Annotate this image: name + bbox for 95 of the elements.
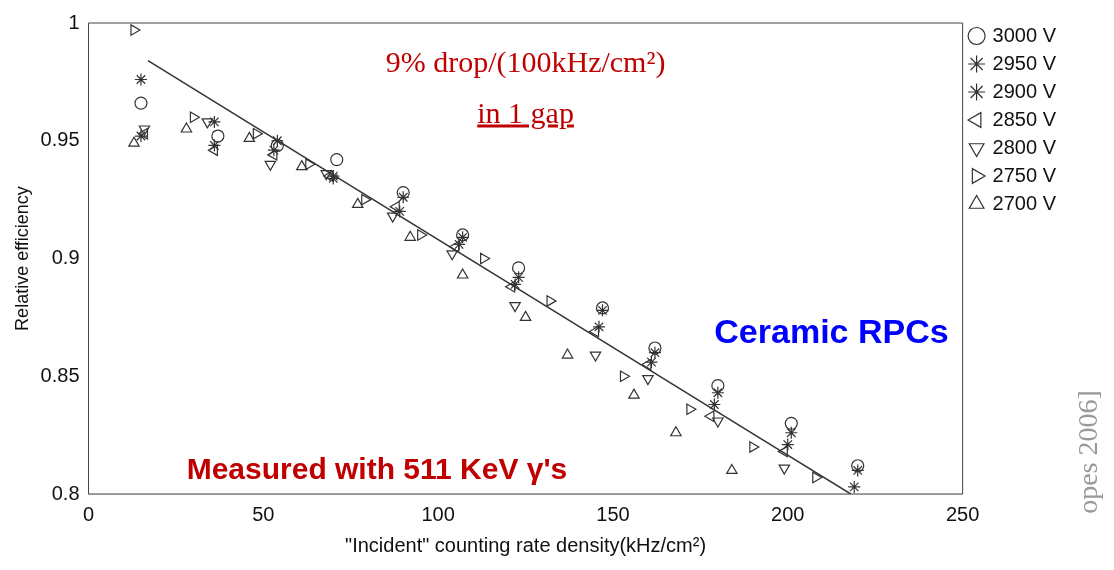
point xyxy=(130,24,141,36)
point xyxy=(270,134,284,148)
x-tick-label: 250 xyxy=(945,502,980,525)
point xyxy=(812,471,823,484)
legend-label: 2950 V xyxy=(992,51,1057,74)
point xyxy=(712,417,724,428)
point xyxy=(207,115,221,129)
point xyxy=(361,193,372,206)
annotation: Ceramic RPCs xyxy=(714,311,949,351)
point xyxy=(417,229,428,241)
x-tick-label: 100 xyxy=(421,502,455,525)
point xyxy=(686,403,697,416)
point xyxy=(711,379,725,393)
point xyxy=(393,204,407,218)
point xyxy=(749,441,760,453)
point xyxy=(644,355,659,369)
point xyxy=(446,250,458,261)
y-tick-label: 0.9 xyxy=(51,246,80,269)
point xyxy=(207,138,221,153)
x-tick-label: 200 xyxy=(771,502,805,525)
point xyxy=(648,341,662,355)
point xyxy=(707,397,721,412)
y-tick-label: 0.8 xyxy=(51,481,80,504)
point xyxy=(784,426,798,440)
point xyxy=(128,136,140,147)
y-tick-label: 0.85 xyxy=(40,363,80,386)
point xyxy=(704,410,715,423)
y-tick-label: 0.95 xyxy=(40,128,80,151)
point xyxy=(305,158,316,171)
legend-label: 2800 V xyxy=(992,135,1057,158)
point xyxy=(252,127,263,140)
point xyxy=(404,230,416,241)
point xyxy=(648,346,662,360)
point xyxy=(561,348,574,359)
point xyxy=(777,445,788,458)
legend-label: 2750 V xyxy=(992,163,1057,186)
point xyxy=(778,464,791,475)
point xyxy=(784,416,798,430)
legend-label: 2900 V xyxy=(992,79,1057,102)
point xyxy=(641,358,652,371)
point xyxy=(207,144,218,156)
point xyxy=(267,149,278,161)
x-tick-label: 50 xyxy=(252,502,275,525)
text: opes 2006] xyxy=(1072,390,1104,514)
x-tick-label: 150 xyxy=(596,502,630,525)
point xyxy=(781,437,795,452)
x-tick-label: 0 xyxy=(82,502,95,525)
point xyxy=(851,459,865,473)
point xyxy=(456,268,469,279)
point xyxy=(396,190,410,204)
legend-label: 3000 V xyxy=(992,23,1057,46)
point xyxy=(264,160,277,171)
point xyxy=(201,118,214,129)
annotation: Measured with 511 KeV γ's xyxy=(186,451,568,485)
point xyxy=(211,129,225,143)
y-axis-title: Relative efficiency xyxy=(11,186,32,331)
point xyxy=(449,240,460,253)
point xyxy=(619,370,631,383)
point xyxy=(592,320,606,334)
point xyxy=(189,111,201,123)
point xyxy=(452,237,466,251)
point xyxy=(351,197,364,208)
point xyxy=(386,212,399,223)
point xyxy=(589,351,602,362)
point xyxy=(546,295,557,307)
point xyxy=(509,302,521,313)
point xyxy=(726,463,738,475)
point xyxy=(511,270,526,284)
annotation: 9% drop/(100kHz/cm²) xyxy=(385,44,666,78)
point xyxy=(508,277,522,291)
point xyxy=(296,160,308,171)
point xyxy=(511,261,526,275)
legend-label: 2700 V xyxy=(992,191,1057,214)
point xyxy=(711,386,725,400)
point xyxy=(504,280,516,293)
point xyxy=(519,310,532,321)
point xyxy=(134,96,148,110)
point xyxy=(138,125,151,136)
point xyxy=(243,131,256,142)
x-axis-title: "Incident" counting rate density(kHz/cm²) xyxy=(345,533,707,556)
point xyxy=(670,426,682,437)
point xyxy=(270,138,284,153)
point xyxy=(396,185,410,200)
point xyxy=(642,375,654,386)
point xyxy=(628,388,640,399)
point xyxy=(267,143,281,157)
point xyxy=(588,325,600,338)
legend-label: 2850 V xyxy=(992,107,1057,130)
y-tick-label: 1 xyxy=(68,10,80,33)
point xyxy=(480,252,491,265)
point xyxy=(180,122,193,133)
point xyxy=(330,152,344,167)
point xyxy=(134,72,148,87)
annotation: in 1 gap xyxy=(477,95,574,129)
point xyxy=(851,463,865,478)
